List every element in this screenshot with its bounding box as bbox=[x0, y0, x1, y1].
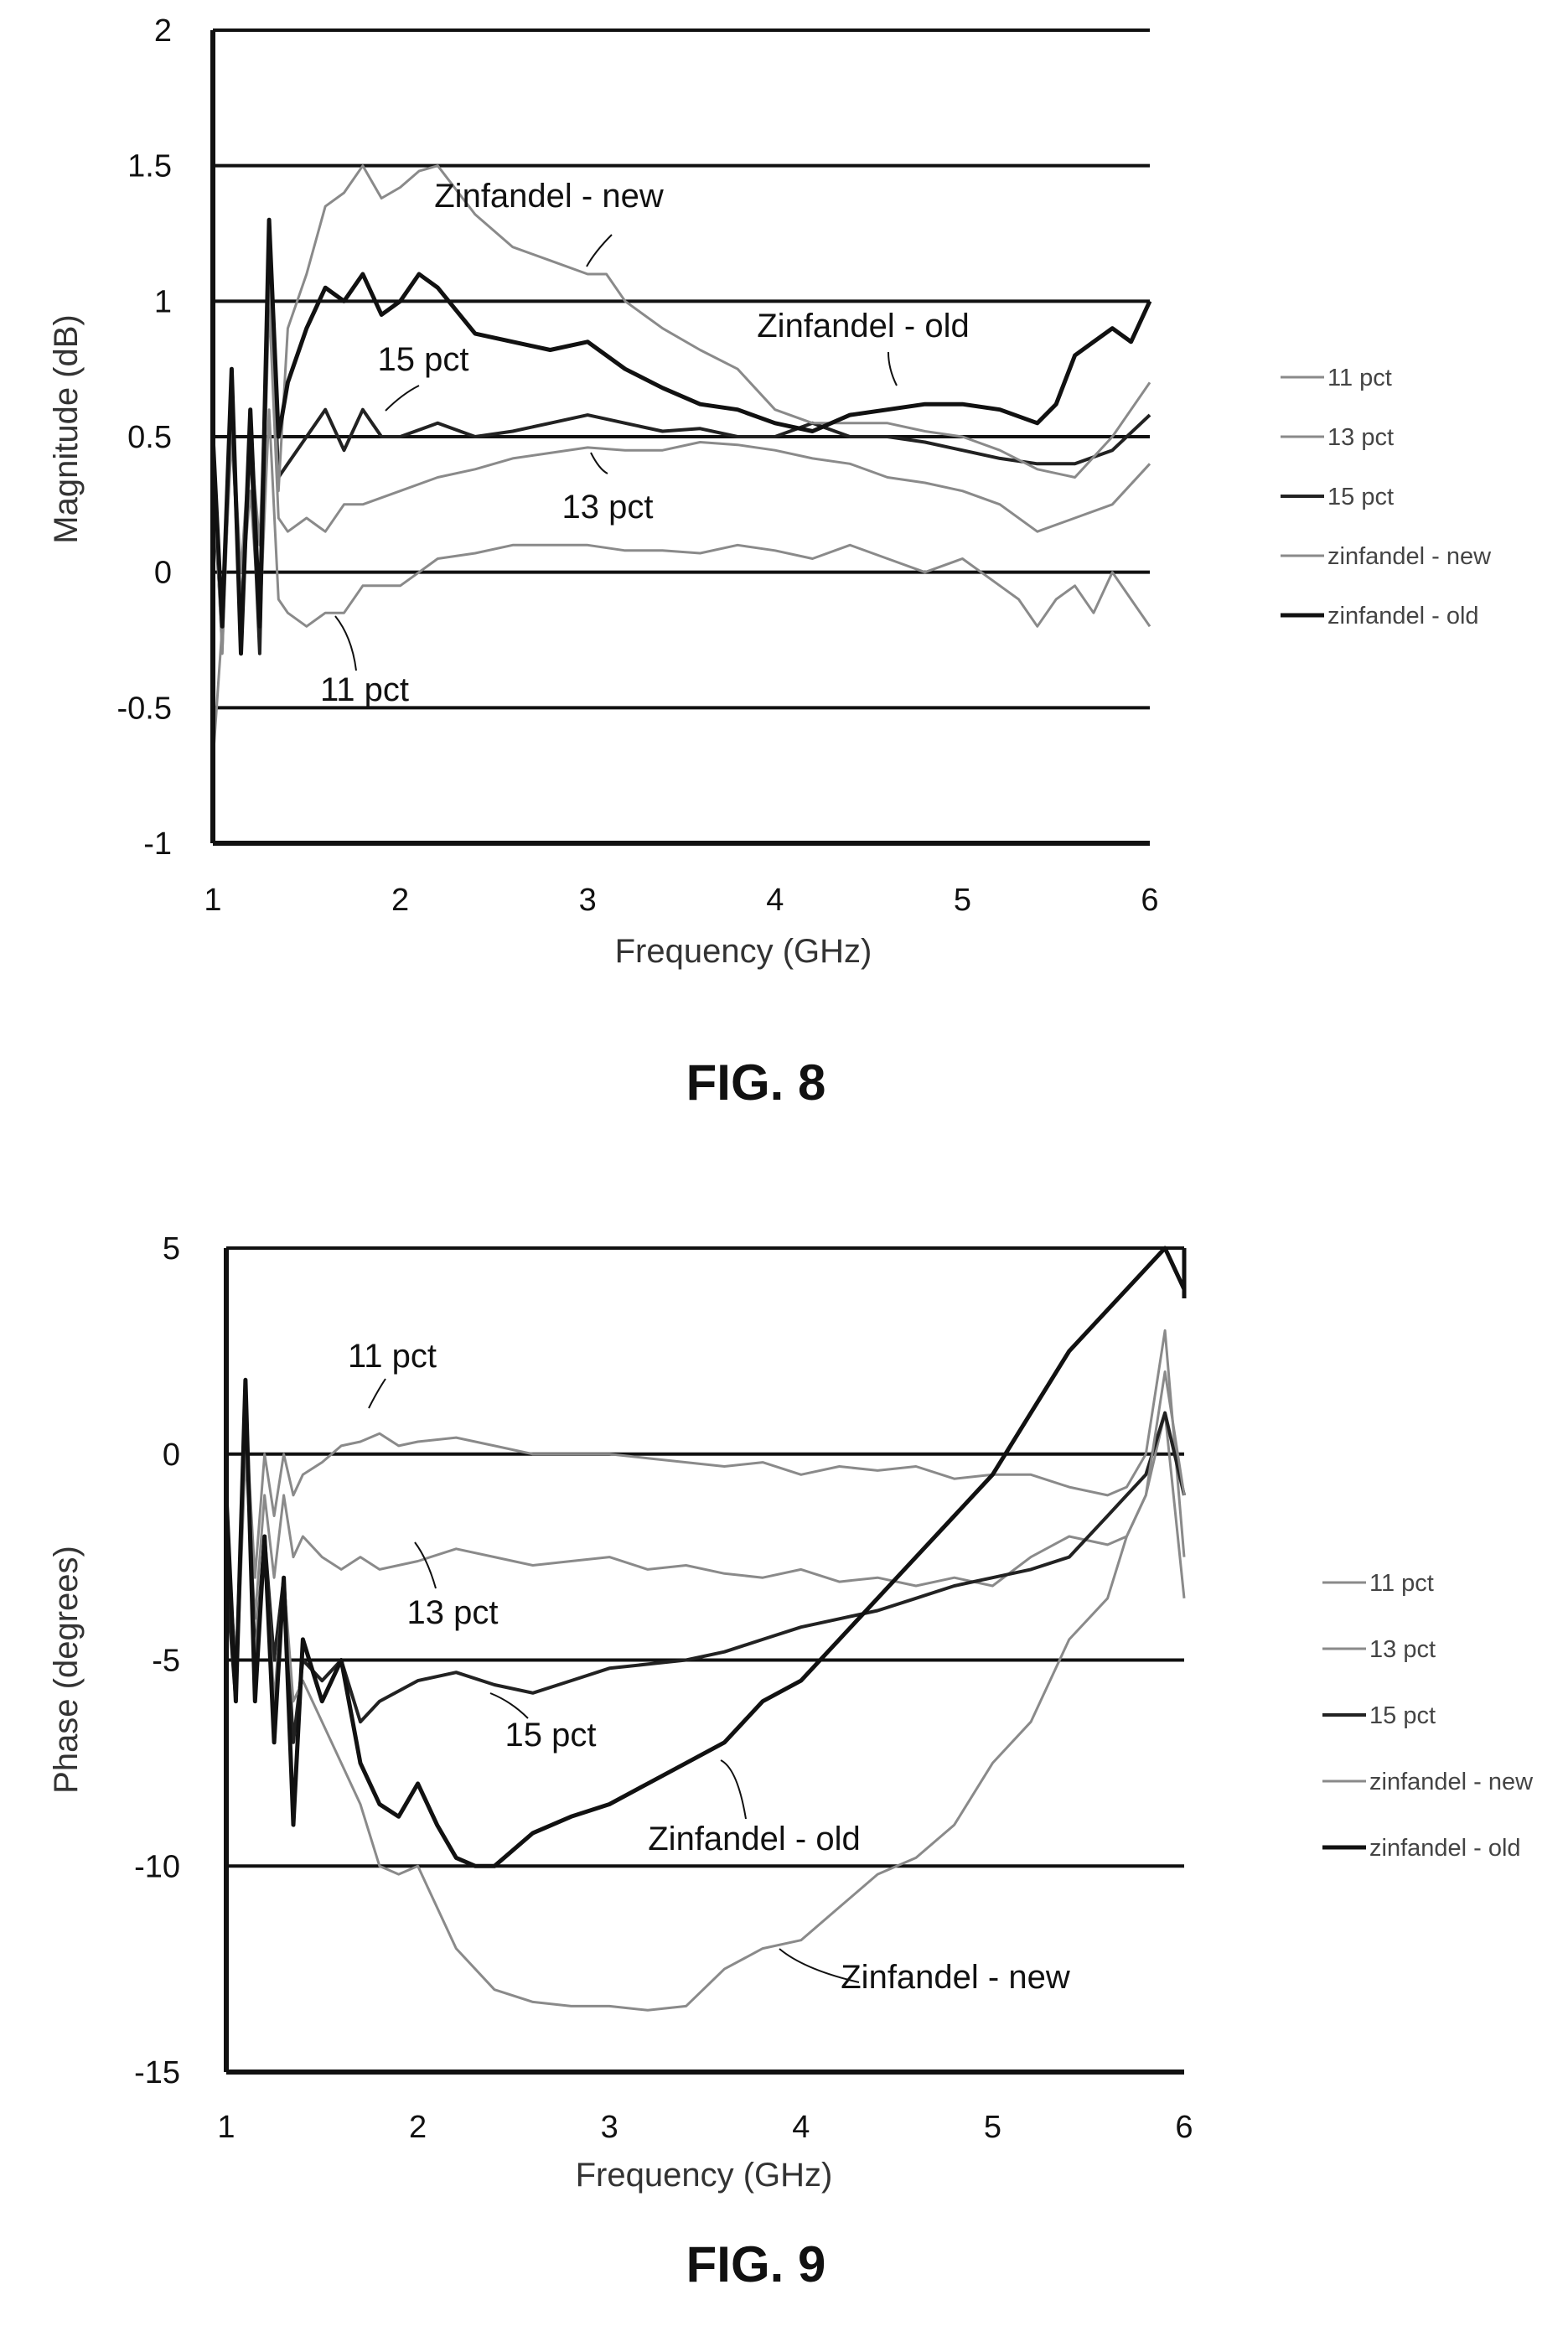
fig-9-label: FIG. 9 bbox=[686, 2236, 826, 2292]
phase-ytick-labels: -15 -10 -5 0 5 bbox=[134, 1231, 180, 2090]
magnitude-series bbox=[210, 164, 1152, 763]
annotation-11-pct: 11 pct bbox=[320, 671, 409, 708]
phase-xlabel: Frequency (GHz) bbox=[576, 2157, 833, 2194]
annotation-zinfandel-new: Zinfandel - new bbox=[434, 178, 664, 215]
magnitude-axes bbox=[210, 30, 1150, 846]
ytick-label: 1 bbox=[154, 284, 172, 319]
annotation-leader-line bbox=[414, 1541, 437, 1589]
xtick-label: 6 bbox=[1175, 2110, 1193, 2145]
annotation-leader-line bbox=[720, 1759, 747, 1820]
annotation-leader-line bbox=[887, 351, 898, 386]
fig-8-label: FIG. 8 bbox=[686, 1054, 826, 1111]
ytick-label: -15 bbox=[134, 2055, 180, 2090]
annotation-leader-line bbox=[385, 385, 420, 412]
magnitude-xtick-labels: 1 2 3 4 5 6 bbox=[204, 883, 1158, 918]
magnitude-xlabel: Frequency (GHz) bbox=[615, 933, 872, 970]
annotation-leader-line bbox=[590, 452, 608, 474]
ytick-label: -10 bbox=[134, 1849, 180, 1884]
legend-label: zinfandel - new bbox=[1327, 543, 1492, 570]
legend-item-15-pct: 15 pct bbox=[1322, 1702, 1436, 1729]
xtick-label: 1 bbox=[204, 883, 221, 918]
xtick-label: 1 bbox=[217, 2110, 235, 2145]
ytick-label: 0.5 bbox=[127, 420, 172, 455]
ytick-label: -0.5 bbox=[117, 691, 172, 726]
legend-item-zinfandel-new: zinfandel - new bbox=[1281, 543, 1492, 570]
ytick-label: -5 bbox=[152, 1644, 180, 1679]
legend-item-zinfandel-old: zinfandel - old bbox=[1322, 1835, 1521, 1862]
legend-label: zinfandel - old bbox=[1327, 603, 1479, 629]
legend-label: 13 pct bbox=[1327, 424, 1394, 451]
xtick-label: 4 bbox=[766, 883, 784, 918]
phase-ylabel: Phase (degrees) bbox=[48, 1546, 85, 1794]
annotation-13-pct: 13 pct bbox=[407, 1594, 499, 1631]
legend-label: 15 pct bbox=[1369, 1702, 1436, 1729]
annotation-leader-line bbox=[368, 1378, 386, 1409]
legend-label: 15 pct bbox=[1327, 484, 1394, 510]
magnitude-ytick-labels: -1 -0.5 0 0.5 1 1.5 2 bbox=[117, 13, 172, 862]
xtick-label: 4 bbox=[792, 2110, 810, 2145]
legend-item-11-pct: 11 pct bbox=[1322, 1570, 1434, 1597]
ytick-label: 0 bbox=[154, 556, 172, 591]
magnitude-gridlines bbox=[213, 28, 1150, 710]
legend-item-13-pct: 13 pct bbox=[1281, 424, 1394, 451]
legend-label: 11 pct bbox=[1369, 1570, 1434, 1597]
xtick-label: 5 bbox=[984, 2110, 1001, 2145]
phase-series bbox=[224, 1246, 1187, 2012]
phase-chart: -15 -10 -5 0 5 1 2 3 4 5 6 Frequency (GHz) Phase … bbox=[48, 1231, 1534, 2194]
legend-label: zinfandel - new bbox=[1369, 1769, 1534, 1795]
annotation-11-pct: 11 pct bbox=[348, 1338, 437, 1375]
legend-item-zinfandel-new: zinfandel - new bbox=[1322, 1769, 1534, 1795]
ytick-label: 0 bbox=[163, 1438, 180, 1473]
annotation-zinfandel-old: Zinfandel - old bbox=[757, 308, 969, 344]
xtick-label: 2 bbox=[391, 883, 409, 918]
xtick-label: 3 bbox=[601, 2110, 618, 2145]
xtick-label: 5 bbox=[954, 883, 971, 918]
annotation-leader-line bbox=[779, 1948, 860, 1983]
phase-gridlines bbox=[226, 1246, 1184, 1868]
magnitude-ylabel: Magnitude (dB) bbox=[48, 314, 85, 543]
phase-xtick-labels: 1 2 3 4 5 6 bbox=[217, 2110, 1193, 2145]
annotation-zinfandel-new: Zinfandel - new bbox=[841, 1959, 1070, 1996]
magnitude-legend: 11 pct 13 pct 15 pct zinfandel - new zinfand… bbox=[1281, 365, 1492, 629]
annotation-leader-line bbox=[334, 615, 357, 671]
legend-label: 11 pct bbox=[1327, 365, 1392, 391]
annotation-leader-line bbox=[489, 1692, 529, 1719]
magnitude-chart: -1 -0.5 0 0.5 1 1.5 2 1 2 3 4 5 6 Frequency (GHz) M… bbox=[48, 13, 1492, 970]
series-line-11-pct bbox=[211, 408, 1151, 763]
annotation-15-pct: 15 pct bbox=[378, 341, 469, 378]
legend-item-zinfandel-old: zinfandel - old bbox=[1281, 603, 1479, 629]
phase-legend: 11 pct 13 pct 15 pct zinfandel - new zinfand… bbox=[1322, 1570, 1534, 1862]
legend-label: zinfandel - old bbox=[1369, 1835, 1521, 1862]
ytick-label: 5 bbox=[163, 1231, 180, 1267]
annotation-leader-line bbox=[586, 234, 613, 267]
annotation-13-pct: 13 pct bbox=[562, 489, 654, 526]
series-line-13-pct bbox=[225, 1412, 1186, 1703]
series-line-zinfandel-old bbox=[224, 1246, 1187, 1868]
phase-axes bbox=[224, 1248, 1187, 2075]
series-line-zinfandel-old bbox=[210, 217, 1152, 656]
series-line-11-pct bbox=[225, 1329, 1186, 1661]
xtick-label: 2 bbox=[409, 2110, 427, 2145]
annotation-zinfandel-old: Zinfandel - old bbox=[648, 1821, 860, 1857]
xtick-label: 6 bbox=[1141, 883, 1158, 918]
ytick-label: -1 bbox=[143, 826, 172, 862]
phase-annotations: 11 pct 13 pct 15 pct Zinfandel - old Zinfand… bbox=[348, 1338, 1070, 1996]
annotation-15-pct: 15 pct bbox=[505, 1717, 597, 1754]
legend-item-11-pct: 11 pct bbox=[1281, 365, 1392, 391]
ytick-label: 2 bbox=[154, 13, 172, 49]
legend-item-13-pct: 13 pct bbox=[1322, 1636, 1436, 1663]
xtick-label: 3 bbox=[579, 883, 597, 918]
legend-label: 13 pct bbox=[1369, 1636, 1436, 1663]
magnitude-annotations: Zinfandel - new Zinfandel - old 15 pct 13 p… bbox=[320, 178, 970, 708]
legend-item-15-pct: 15 pct bbox=[1281, 484, 1394, 510]
ytick-label: 1.5 bbox=[127, 149, 172, 184]
